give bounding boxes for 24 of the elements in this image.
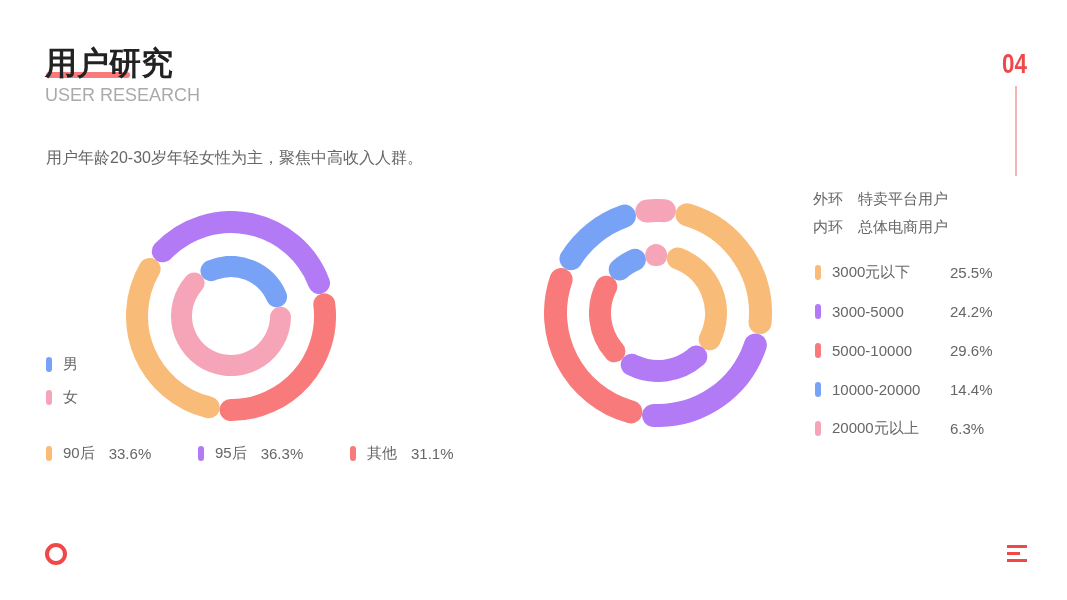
legend-label: 3000-5000 (832, 302, 904, 320)
chart-subtitle: USER RESEARCH (45, 85, 201, 106)
text: 用户年龄20-30岁年轻女性为主，聚焦中高收入人群。 (46, 148, 423, 168)
legend-label: 女 (63, 387, 78, 407)
legend-label: 男 (63, 354, 78, 374)
data-label: 36.3% (260, 444, 304, 462)
legend-label: 95后 (215, 443, 247, 463)
legend-label: 5000-10000 (832, 341, 913, 359)
chart-title: 用户研究 (45, 44, 173, 83)
text: 04 (1002, 48, 1027, 80)
legend-label: 其他 (367, 443, 397, 463)
slice-label: 内环 总体电商用户 (813, 217, 948, 237)
data-label: 6.3% (950, 418, 985, 438)
legend-label: 90后 (63, 443, 95, 463)
legend-label: 3000元以下 (832, 262, 911, 282)
data-label: 31.1% (411, 444, 454, 462)
data-label: 33.6% (108, 444, 152, 462)
slice-label: 外环 特卖平台用户 (813, 189, 948, 209)
legend-label: 20000元以上 (832, 418, 919, 438)
data-label: 24.2% (950, 301, 993, 321)
data-label: 14.4% (950, 379, 993, 399)
data-label: 25.5% (950, 262, 993, 282)
data-label: 29.6% (950, 340, 993, 360)
legend-label: 10000-20000 (832, 380, 921, 398)
